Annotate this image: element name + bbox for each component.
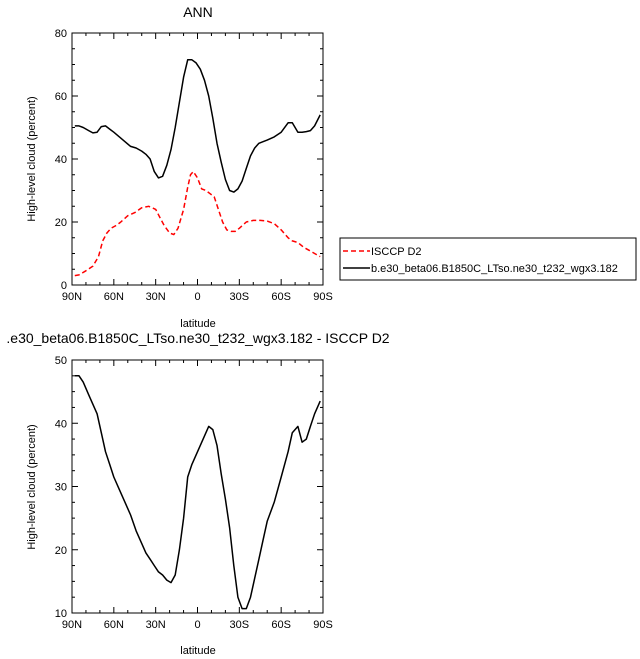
bottom-chart-ylabel: High-level cloud (percent) xyxy=(26,424,38,549)
top-chart-xtick-label: 90N xyxy=(62,291,82,303)
top-chart-xtick-label: 60N xyxy=(104,291,124,303)
bottom-chart-ytick-label: 50 xyxy=(55,355,67,367)
top-chart-title: ANN xyxy=(183,4,213,20)
bottom-chart-ytick-label: 40 xyxy=(55,418,67,430)
bottom-chart-xtick-label: 60N xyxy=(104,619,124,631)
top-chart-xtick-label: 0 xyxy=(194,291,200,303)
top-chart-ytick-label: 80 xyxy=(55,28,67,40)
top-chart-ytick-label: 0 xyxy=(61,280,67,292)
legend-label-isccp: ISCCP D2 xyxy=(371,246,422,258)
top-chart-xtick-label: 60S xyxy=(271,291,291,303)
bottom-chart-xtick-label: 0 xyxy=(194,619,200,631)
top-chart-ylabel: High-level cloud (percent) xyxy=(26,96,38,221)
bottom-chart-ytick-label: 10 xyxy=(55,608,67,620)
bottom-chart-title: .e30_beta06.B1850C_LTso.ne30_t232_wgx3.1… xyxy=(6,330,389,346)
bottom-chart-series-line-0 xyxy=(74,375,321,610)
top-chart-legend: ISCCP D2 b.e30_beta06.B1850C_LTso.ne30_t… xyxy=(339,237,637,281)
top-chart-series-line-0 xyxy=(74,170,321,277)
bottom-chart-panel: .e30_beta06.B1850C_LTso.ne30_t232_wgx3.1… xyxy=(6,330,389,657)
top-chart-ytick-label: 60 xyxy=(55,91,67,103)
bottom-chart-ytick-label: 20 xyxy=(55,545,67,557)
top-chart-xtick-label: 30N xyxy=(146,291,166,303)
top-chart-panel: ANN 90N 60N 30N 0 30S 60S 90S 0 20 40 60 80 latitud… xyxy=(26,4,333,330)
top-chart-xlabel: latitude xyxy=(180,318,215,330)
top-chart-series-line-1 xyxy=(74,59,321,193)
top-chart-ytick-label: 40 xyxy=(55,154,67,166)
bottom-chart-xtick-label: 60S xyxy=(271,619,291,631)
top-chart-xtick-label: 90S xyxy=(313,291,333,303)
bottom-chart-xtick-label: 30N xyxy=(146,619,166,631)
bottom-chart-xtick-label: 90N xyxy=(62,619,82,631)
legend-box xyxy=(339,237,637,281)
bottom-chart-xtick-label: 90S xyxy=(313,619,333,631)
bottom-chart-xtick-label: 30S xyxy=(230,619,250,631)
top-chart-ytick-label: 20 xyxy=(55,217,67,229)
legend-label-model: b.e30_beta06.B1850C_LTso.ne30_t232_wgx3.… xyxy=(371,263,618,275)
bottom-chart-xlabel: latitude xyxy=(180,645,215,657)
bottom-chart-ytick-label: 30 xyxy=(55,482,67,494)
top-chart-xtick-label: 30S xyxy=(230,291,250,303)
top-chart-plot-frame xyxy=(71,32,324,286)
bottom-chart-plot-frame xyxy=(71,359,324,614)
